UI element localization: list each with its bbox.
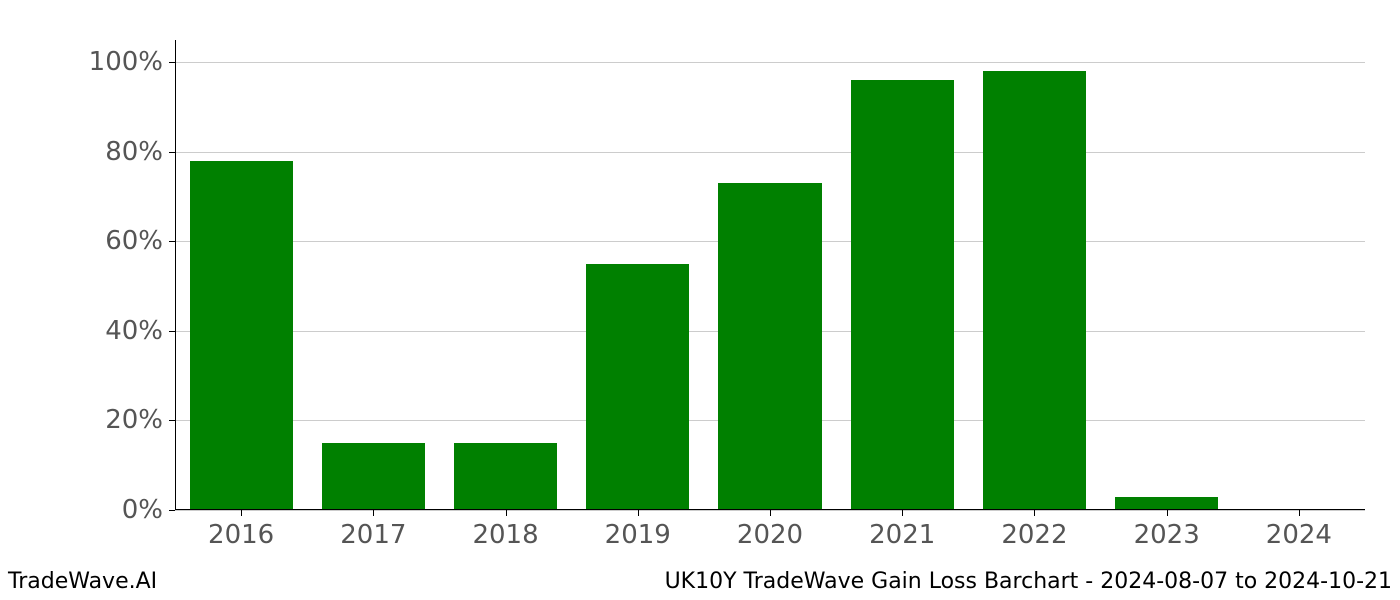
bar (322, 443, 425, 510)
x-tick-mark (1167, 510, 1168, 516)
chart-container: 0% 20% 40% 60% 80% 100% 2016 2017 2018 2019 2020 20… (0, 0, 1400, 600)
x-tick-mark (241, 510, 242, 516)
y-tick-label: 80% (105, 137, 175, 167)
y-axis-spine (175, 40, 176, 510)
gridline (175, 62, 1365, 63)
x-tick-mark (373, 510, 374, 516)
plot-area: 0%20%40%60%80%100%2016201720182019202020… (175, 40, 1365, 510)
footer-caption: UK10Y TradeWave Gain Loss Barchart - 202… (665, 569, 1392, 594)
y-tick-label: 100% (89, 47, 175, 77)
bar (718, 183, 821, 510)
x-tick-label: 2016 (208, 510, 274, 550)
bar (851, 80, 954, 510)
bar (586, 264, 689, 510)
x-axis-spine (175, 509, 1365, 510)
x-tick-label: 2018 (472, 510, 538, 550)
bar (1115, 497, 1218, 510)
x-tick-label: 2019 (605, 510, 671, 550)
bar (190, 161, 293, 510)
bar (983, 71, 1086, 510)
y-tick-label: 20% (105, 405, 175, 435)
bar (454, 443, 557, 510)
y-tick-mark (169, 510, 175, 511)
x-tick-label: 2021 (869, 510, 935, 550)
x-tick-mark (770, 510, 771, 516)
x-tick-label: 2022 (1001, 510, 1067, 550)
x-tick-mark (1034, 510, 1035, 516)
x-tick-mark (638, 510, 639, 516)
gridline (175, 152, 1365, 153)
x-tick-label: 2017 (340, 510, 406, 550)
x-tick-label: 2020 (737, 510, 803, 550)
y-tick-label: 40% (105, 316, 175, 346)
x-tick-label: 2024 (1266, 510, 1332, 550)
footer-branding: TradeWave.AI (8, 569, 157, 594)
x-tick-mark (506, 510, 507, 516)
x-tick-mark (1299, 510, 1300, 516)
y-tick-label: 60% (105, 226, 175, 256)
y-tick-label: 0% (122, 495, 175, 525)
x-tick-mark (902, 510, 903, 516)
x-tick-label: 2023 (1134, 510, 1200, 550)
